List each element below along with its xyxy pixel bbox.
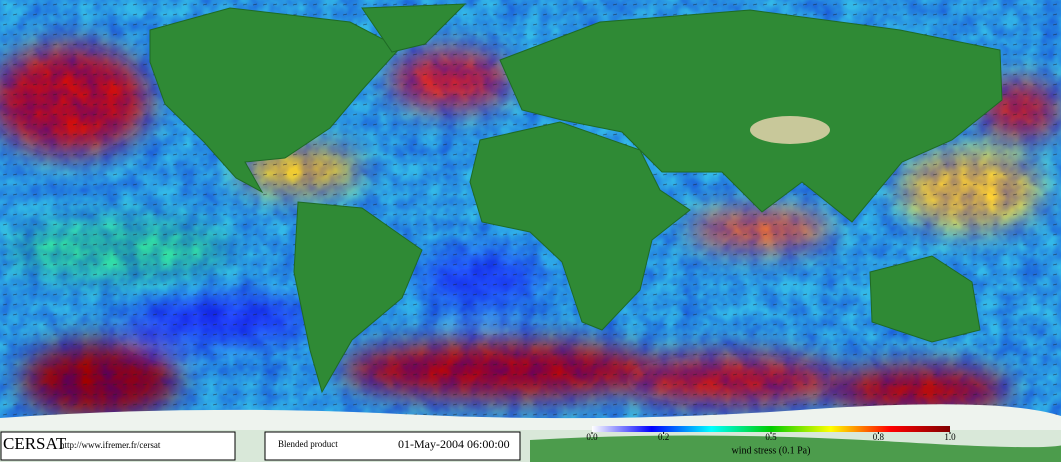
tick-label: 0.0	[586, 432, 598, 442]
greenland	[361, 3, 467, 53]
eurasia	[499, 9, 1003, 223]
tick-label: 0.5	[765, 432, 777, 442]
footer: CERSAT http://www.ifremer.fr/cersat Blen…	[0, 426, 1061, 462]
colorbar-label: wind stress (0.1 Pa)	[732, 445, 811, 456]
info-box	[264, 431, 521, 461]
tick-label: 1.0	[944, 432, 956, 442]
colorbar	[592, 426, 950, 432]
tibet	[750, 116, 830, 144]
url: http://www.ifremer.fr/cersat	[60, 440, 161, 450]
south-america	[293, 201, 423, 394]
africa	[469, 121, 691, 331]
continents	[0, 3, 1061, 430]
logo-box	[0, 431, 236, 461]
product: Blended product	[278, 439, 338, 449]
tick-label: 0.2	[658, 432, 669, 442]
antarctica	[0, 404, 1061, 430]
timestamp: 01-May-2004 06:00:00	[398, 437, 510, 451]
australia	[869, 255, 981, 343]
logo: CERSAT	[3, 434, 67, 453]
north-america	[149, 7, 401, 194]
tick-label: 0.8	[873, 432, 885, 442]
